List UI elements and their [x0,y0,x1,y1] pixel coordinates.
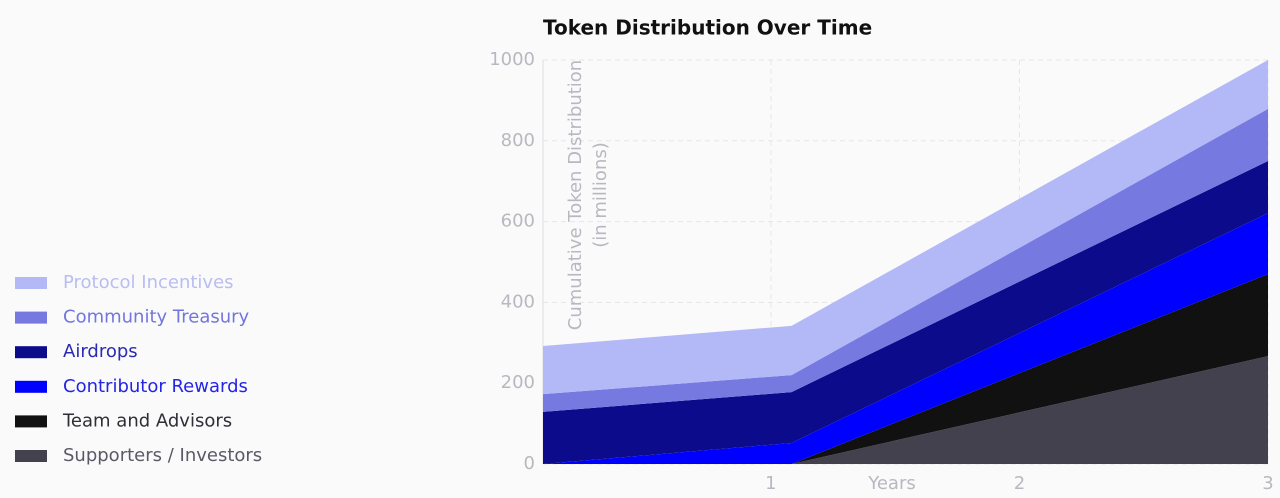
legend-label: Contributor Rewards [63,376,248,397]
area [543,161,1268,464]
y-axis-label: (in millions) [590,142,611,248]
x-axis-label: Years [867,473,916,494]
legend-label: Supporters / Investors [63,445,262,466]
y-tick-label: 0 [524,453,535,474]
legend-swatch [15,380,47,393]
legend-swatch [15,277,47,289]
legend-swatch [15,415,47,428]
area [543,274,1268,464]
legend-label: Community Treasury [63,307,250,328]
legend-swatch [15,450,47,462]
area [543,356,1268,464]
area [543,60,1268,395]
y-tick-label: 200 [501,372,535,393]
x-tick-label: 1 [765,473,776,494]
chart-title: Token Distribution Over Time [543,16,872,40]
y-tick-label: 400 [501,291,535,312]
y-tick-label: 600 [501,211,535,232]
y-tick-label: 800 [501,130,535,151]
area [543,213,1268,464]
y-tick-label: 1000 [489,49,535,70]
legend-swatch [15,311,47,324]
x-tick-label: 3 [1262,473,1273,494]
legend-swatch [15,346,47,359]
legend-label: Protocol Incentives [63,272,234,293]
legend-label: Airdrops [63,341,138,362]
x-tick-label: 2 [1014,473,1025,494]
legend-label: Team and Advisors [62,410,232,431]
y-axis-label: Cumulative Token Distribution [565,60,586,330]
